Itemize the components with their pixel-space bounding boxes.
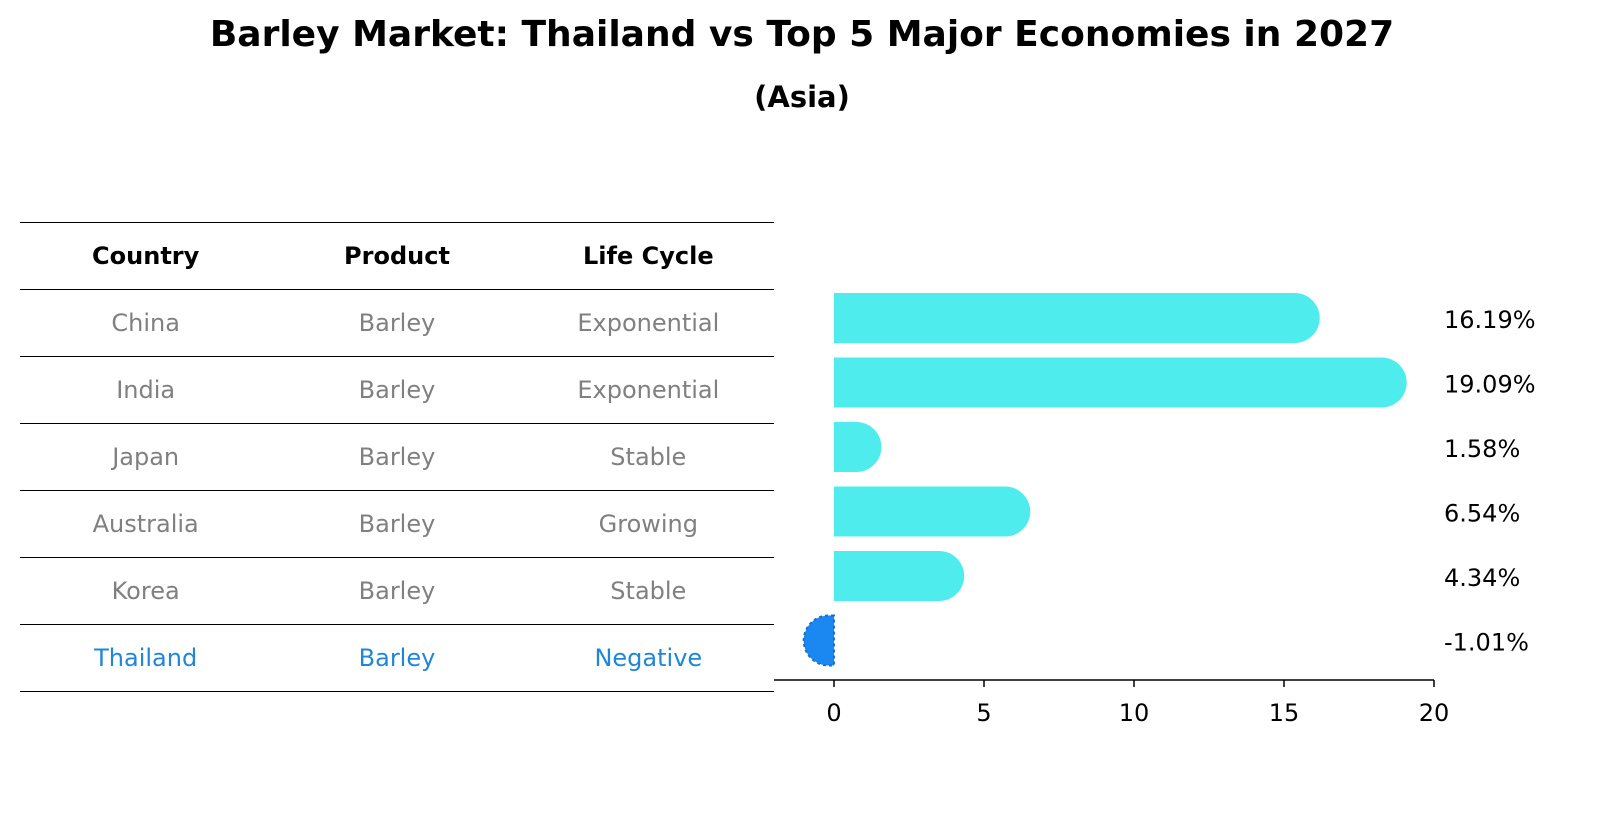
bar-thailand — [802, 614, 835, 667]
x-tick-label: 15 — [1269, 699, 1300, 727]
country-cell: Thailand — [94, 644, 198, 672]
table-row: Australia Barley Growing — [20, 491, 774, 558]
life-cycle-cell: Exponential — [577, 376, 720, 404]
table-header-row: Country Product Life Cycle — [20, 223, 774, 290]
country-cell: Australia — [92, 510, 199, 538]
bar-china — [834, 293, 1320, 343]
value-label-japan: 1.58% — [1444, 435, 1520, 463]
value-label-india: 19.09% — [1444, 371, 1536, 399]
value-label-korea: 4.34% — [1444, 564, 1520, 592]
life-cycle-cell: Growing — [598, 510, 698, 538]
value-label-thailand: -1.01% — [1444, 629, 1529, 657]
bar-india — [834, 357, 1407, 408]
header-product: Product — [344, 242, 450, 270]
product-cell: Barley — [358, 510, 436, 538]
product-cell: Barley — [358, 577, 436, 605]
header-country: Country — [92, 242, 200, 270]
x-tick-label: 5 — [976, 699, 991, 727]
table-row: Korea Barley Stable — [20, 558, 774, 625]
country-cell: China — [111, 309, 180, 337]
country-cell: Japan — [112, 443, 180, 471]
bar-japan — [834, 422, 882, 472]
product-cell: Barley — [358, 644, 436, 672]
table-row: China Barley Exponential — [20, 290, 774, 357]
bar-korea — [834, 551, 965, 601]
bar-australia — [834, 486, 1031, 537]
chart-title: Barley Market: Thailand vs Top 5 Major E… — [209, 14, 1395, 55]
life-cycle-cell: Negative — [594, 644, 703, 672]
market-table: Country Product Life Cycle China Barley … — [20, 222, 774, 692]
table-row: India Barley Exponential — [20, 357, 774, 424]
life-cycle-cell: Exponential — [577, 309, 720, 337]
life-cycle-cell: Stable — [610, 443, 687, 471]
x-tick-label: 10 — [1119, 699, 1150, 727]
life-cycle-cell: Stable — [610, 577, 687, 605]
product-cell: Barley — [358, 443, 436, 471]
country-cell: Korea — [111, 577, 180, 605]
x-tick-label: 0 — [826, 699, 841, 727]
country-cell: India — [116, 376, 176, 404]
table-row: Japan Barley Stable — [20, 424, 774, 491]
product-cell: Barley — [358, 376, 436, 404]
value-label-china: 16.19% — [1444, 306, 1536, 334]
product-cell: Barley — [358, 309, 436, 337]
growth-bar-chart: 16.19% 19.09% 1.58% 6.54% 4.34% -1.01% 0 5 10 15 2… — [774, 293, 1536, 727]
table-row-highlighted: Thailand Barley Negative — [20, 625, 774, 692]
chart-subtitle: (Asia) — [754, 80, 850, 114]
x-tick-label: 20 — [1419, 699, 1450, 727]
header-life-cycle: Life Cycle — [583, 242, 714, 270]
value-label-australia: 6.54% — [1444, 500, 1520, 528]
